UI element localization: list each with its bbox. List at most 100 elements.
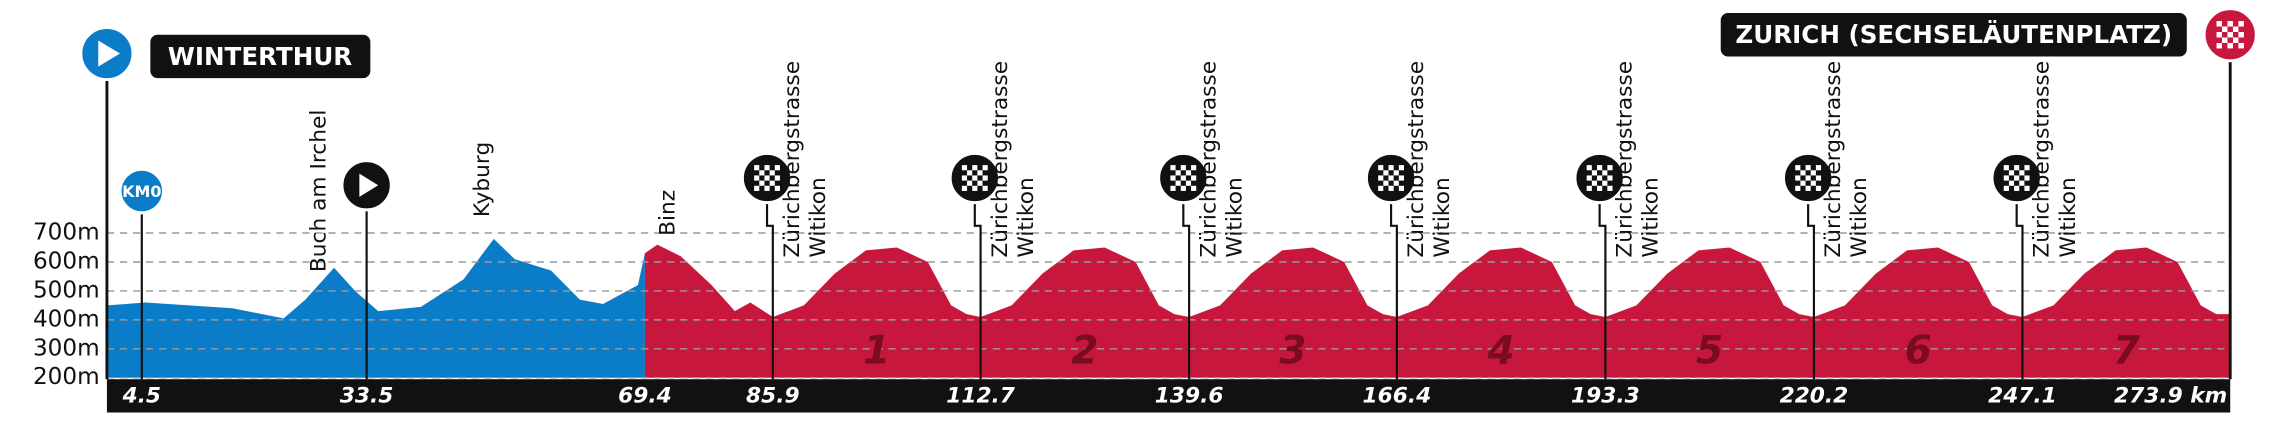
checker-cell [972, 185, 978, 191]
checker-cell [977, 170, 983, 176]
place-label: Zürichbergstrasse [988, 61, 1013, 258]
checker-cell [1383, 180, 1389, 186]
checker-cell [759, 170, 765, 176]
km0-icon [118, 167, 165, 215]
checker-cell [1607, 185, 1613, 191]
y-tick-label: 200m [33, 364, 100, 390]
lap-number: 5 [1696, 329, 1723, 374]
x-tick-label: 85.9 [746, 384, 800, 409]
checker-cell [1378, 175, 1384, 181]
checker-cell [2024, 165, 2030, 171]
checker-cell [2222, 26, 2228, 33]
y-tick-label: 600m [33, 248, 100, 274]
checker-cell [1388, 185, 1394, 191]
checker-cell [1191, 185, 1197, 191]
marker-line [1182, 202, 1191, 380]
checker-cell [2019, 170, 2025, 176]
place-label: Binz [656, 190, 681, 236]
checker-cell [1378, 185, 1384, 191]
checker-cell [1602, 170, 1608, 176]
checker-cell [1586, 165, 1592, 171]
km0-label: KM0 [122, 182, 161, 201]
checker-cell [1815, 185, 1822, 191]
start-label: WINTERTHUR [168, 42, 353, 71]
checker-cell [961, 175, 968, 181]
place-label: Zürichbergstrasse [1821, 61, 1846, 258]
checker-cell [1393, 180, 1399, 186]
place-label: Zürichbergstrasse [1404, 61, 1429, 258]
checker-cell [764, 165, 770, 171]
checker-cell [1586, 175, 1592, 181]
place-label: Zürichbergstrasse [1613, 61, 1638, 258]
elevation-area [106, 238, 645, 378]
checker-cell [1795, 175, 1801, 181]
marker-line [1389, 202, 1398, 380]
checker-cell [1805, 185, 1811, 191]
markers: KM0 [118, 151, 2043, 380]
checker-cell [1805, 165, 1811, 171]
checker-cell [1810, 180, 1816, 186]
elevation-area [644, 244, 2231, 378]
place-label: Kyburg [470, 142, 495, 217]
checker-cell [2238, 32, 2244, 38]
checker-cell [1388, 175, 1394, 181]
x-tick-label: 273.9 km [2114, 384, 2227, 409]
checker-cell [1586, 185, 1592, 191]
place-label: Witikon [1222, 177, 1247, 257]
x-tick-label: 69.4 [618, 384, 672, 409]
checker-cell [967, 170, 973, 176]
distance-bar [106, 379, 2231, 413]
checker-cell [764, 175, 770, 181]
checker-cell [1597, 165, 1603, 171]
checker-cell [2238, 42, 2244, 49]
place-label: Witikon [1014, 177, 1039, 257]
x-tick-label: 4.5 [122, 384, 161, 409]
checker-cell [2014, 185, 2020, 191]
checker-cell [1378, 165, 1384, 171]
checker-cell [754, 175, 760, 181]
y-tick-label: 300m [33, 335, 100, 361]
checker-cell [1591, 170, 1598, 176]
checker-cell [2232, 37, 2239, 43]
checker-cell [774, 165, 780, 171]
x-tick-label: 220.2 [1780, 384, 1849, 409]
x-tick-label: 166.4 [1363, 384, 1432, 409]
checker-cell [1607, 175, 1613, 181]
lap-number: 7 [2113, 329, 2141, 374]
y-tick-label: 700m [33, 220, 100, 246]
start-arrow [98, 40, 120, 67]
checker-cell [1815, 165, 1822, 171]
checker-cell [1800, 180, 1806, 186]
lap-number: 1 [863, 329, 890, 374]
x-tick-label: 139.6 [1155, 384, 1224, 409]
checker-cell [1191, 175, 1197, 181]
checker-cell [1602, 180, 1608, 186]
checker-cell [2216, 32, 2223, 38]
profile-areas [106, 238, 2231, 378]
checker-cell [2024, 185, 2030, 191]
checker-cell [1383, 170, 1389, 176]
checker-cell [1805, 175, 1811, 181]
checker-cell [1191, 165, 1197, 171]
checker-cell [1180, 185, 1186, 191]
checker-cell [774, 185, 780, 191]
checker-cell [1388, 165, 1394, 171]
checker-cell [764, 185, 770, 191]
place-label: Zürichbergstrasse [780, 61, 805, 258]
checker-cell [2232, 26, 2239, 33]
y-tick-label: 500m [33, 277, 100, 303]
checker-cell [1170, 165, 1176, 171]
checker-cell [2008, 180, 2015, 186]
x-tick-label: 33.5 [340, 384, 394, 409]
checker-cell [1175, 180, 1181, 186]
start-box [150, 34, 371, 79]
checker-cell [754, 165, 760, 171]
checker-cell [2019, 180, 2025, 186]
checker-cell [2227, 21, 2233, 27]
checker-cell [1185, 170, 1192, 176]
checker-cell [1597, 185, 1603, 191]
lap-number: 2 [1071, 329, 1098, 374]
checker-cell [1398, 185, 1404, 191]
checker-cell [2216, 21, 2223, 27]
